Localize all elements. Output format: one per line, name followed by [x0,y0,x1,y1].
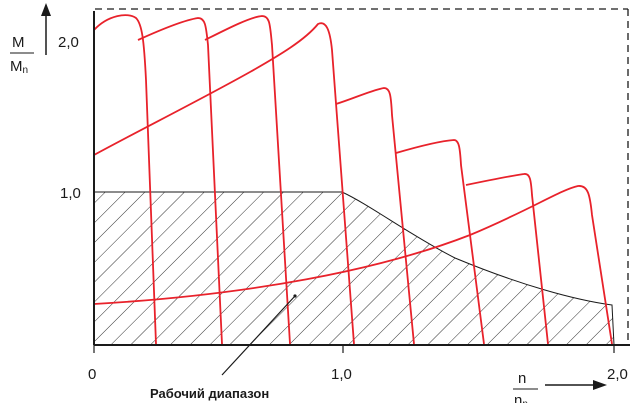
curve-5 [335,87,415,345]
curve-7 [465,173,549,345]
y-tick-2-0: 2,0 [58,34,79,51]
y-axis-arrow-icon [41,3,51,16]
curve-8 [93,185,613,345]
svg-text:n: n [518,370,526,387]
working-range-label: Рабочий диапазон [150,386,269,401]
curve-2 [137,17,223,345]
x-tick-1-0: 1,0 [331,366,352,383]
x-tick-0: 0 [88,366,96,383]
svg-text:Mn: Mn [10,58,28,76]
x-axis-label: n nn [513,370,538,403]
curve-6 [395,139,485,345]
curve-3 [204,15,291,345]
working-range-area [93,191,615,346]
callout-leader [221,294,297,376]
axes [41,3,630,390]
x-axis-arrow-icon [593,380,607,390]
torque-curves [93,14,613,345]
svg-text:M: M [12,34,25,51]
dashed-frame [95,8,629,345]
curve-1 [93,14,157,345]
curve-4 [93,22,355,345]
y-axis-label: M Mn [10,34,34,76]
svg-text:nn: nn [514,392,528,403]
x-tick-2-0: 2,0 [607,366,628,383]
y-tick-1-0: 1,0 [60,185,81,202]
